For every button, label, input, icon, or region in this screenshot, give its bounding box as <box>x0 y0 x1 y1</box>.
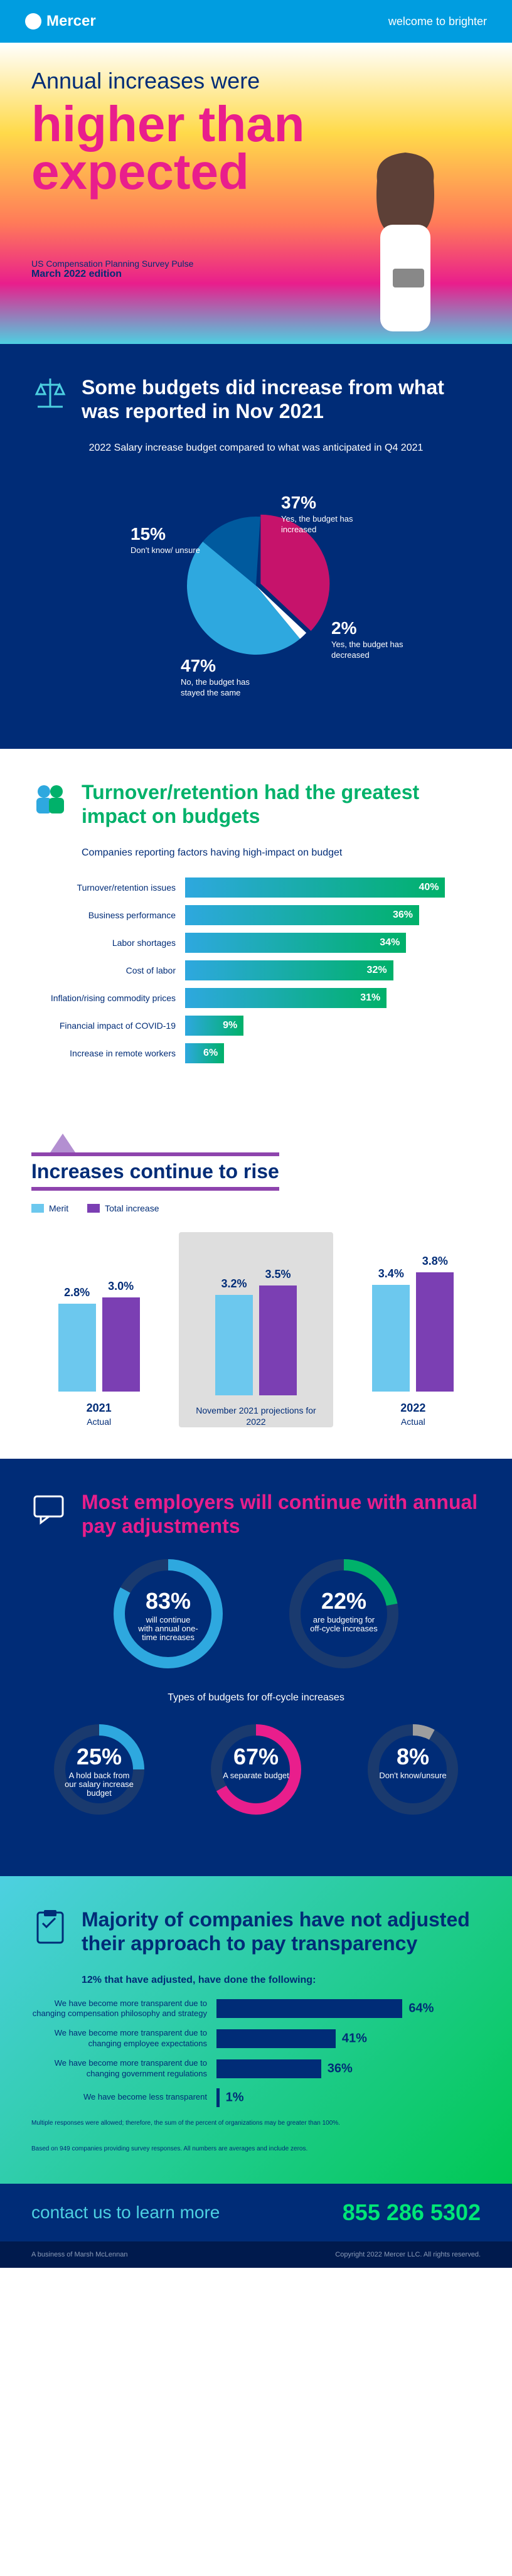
svg-text:will continue: will continue <box>146 1615 191 1624</box>
section-rise-header: Increases continue to rise MeritTotal in… <box>0 1102 512 1232</box>
sec4-subtitle2: Types of budgets for off-cycle increases <box>31 1692 481 1704</box>
people-icon <box>31 780 69 818</box>
donut: 22% are budgeting for off-cycle increase… <box>281 1557 407 1673</box>
chat-icon <box>31 1490 69 1528</box>
svg-text:A separate budget: A separate budget <box>223 1771 289 1780</box>
hbar-label: Financial impact of COVID-19 <box>31 1021 176 1031</box>
brand-name: Mercer <box>46 13 96 30</box>
merit-bar: 2.8% <box>58 1304 96 1392</box>
footer-biz: A business of Marsh McLennan <box>31 2251 127 2258</box>
merit-bar: 3.2% <box>215 1295 253 1395</box>
sec5-note: Multiple responses were allowed; therefo… <box>31 2120 481 2127</box>
svg-text:83%: 83% <box>146 1588 191 1614</box>
trans-label: We have become more transparent due to c… <box>31 2028 207 2049</box>
rise-arrow-icon <box>50 1134 75 1152</box>
hbar-fill: 31% <box>185 988 387 1008</box>
section-transparency: Majority of companies have not adjusted … <box>0 1876 512 2184</box>
svg-text:time increases: time increases <box>142 1633 195 1642</box>
donut-row-2: 25% A hold back from our salary increase… <box>31 1722 481 1820</box>
scale-icon <box>31 375 69 413</box>
svg-text:8%: 8% <box>397 1744 429 1769</box>
hbar-fill: 40% <box>185 877 445 898</box>
total-bar: 3.0% <box>102 1297 140 1392</box>
footer-cta: contact us to learn more 855 286 5302 <box>0 2184 512 2241</box>
sec5-subtitle: 12% that have adjusted, have done the fo… <box>82 1975 481 1986</box>
hero: Annual increases were higher than expect… <box>0 43 512 344</box>
cta-text: contact us to learn more <box>31 2203 220 2223</box>
hbar-label: Turnover/retention issues <box>31 883 176 893</box>
hero-person-illustration <box>324 143 487 331</box>
svg-text:our salary increase: our salary increase <box>65 1779 134 1789</box>
hbar-label: Inflation/rising commodity prices <box>31 993 176 1003</box>
footer-bottom: A business of Marsh McLennan Copyright 2… <box>0 2241 512 2268</box>
hbar-chart: Turnover/retention issues 40% Business pe… <box>31 877 481 1063</box>
bar-groups: 2.8% 3.0% 2021Actual 3.2% 3.5% November … <box>31 1232 481 1427</box>
section-turnover: Turnover/retention had the greatest impa… <box>0 749 512 1102</box>
clipboard-icon <box>31 1908 69 1945</box>
hbar-fill: 6% <box>185 1043 224 1063</box>
footer-copy: Copyright 2022 Mercer LLC. All rights re… <box>335 2251 481 2258</box>
cta-phone[interactable]: 855 286 5302 <box>343 2199 481 2226</box>
header: Mercer welcome to brighter <box>0 0 512 43</box>
sec2-subtitle: Companies reporting factors having high-… <box>82 847 481 859</box>
transparency-bars: We have become more transparent due to c… <box>31 1999 481 2107</box>
hbar-fill: 34% <box>185 933 406 953</box>
section-budgets: Some budgets did increase from what was … <box>0 344 512 749</box>
svg-text:25%: 25% <box>77 1744 122 1769</box>
svg-text:with annual one-: with annual one- <box>137 1624 198 1633</box>
sec5-base: Based on 949 companies providing survey … <box>31 2145 481 2152</box>
section-adjustments: Most employers will continue with annual… <box>0 1459 512 1876</box>
hbar-fill: 36% <box>185 905 419 925</box>
sec5-title: Majority of companies have not adjusted … <box>82 1908 481 1956</box>
total-bar: 3.5% <box>259 1285 297 1395</box>
sec4-title: Most employers will continue with annual… <box>82 1490 481 1538</box>
svg-text:budget: budget <box>87 1788 112 1798</box>
svg-text:off-cycle increases: off-cycle increases <box>310 1624 378 1633</box>
hbar-label: Increase in remote workers <box>31 1048 176 1058</box>
donut: 25% A hold back from our salary increase… <box>46 1722 152 1820</box>
tagline: welcome to brighter <box>388 15 487 28</box>
sec2-title: Turnover/retention had the greatest impa… <box>82 780 481 829</box>
donut: 8% Don't know/unsure <box>360 1722 466 1820</box>
hbar-label: Business performance <box>31 910 176 920</box>
total-bar: 3.8% <box>416 1272 454 1392</box>
legend: MeritTotal increase <box>31 1203 481 1213</box>
svg-text:Don't know/unsure: Don't know/unsure <box>379 1771 446 1780</box>
hbar-fill: 9% <box>185 1016 243 1036</box>
hbar-fill: 32% <box>185 960 393 980</box>
sec1-subtitle: 2022 Salary increase budget compared to … <box>31 443 481 454</box>
trans-fill <box>216 2088 220 2107</box>
trans-fill <box>216 2029 336 2048</box>
trans-fill <box>216 2059 321 2078</box>
sec1-title: Some budgets did increase from what was … <box>82 375 481 424</box>
hbar-label: Labor shortages <box>31 938 176 948</box>
merit-bar: 3.4% <box>372 1285 410 1392</box>
trans-fill <box>216 1999 402 2018</box>
sec3-title: Increases continue to rise <box>31 1152 279 1191</box>
donut: 83% will continue with annual one- time … <box>105 1557 231 1673</box>
svg-text:A hold back from: A hold back from <box>69 1771 130 1780</box>
donut: 67% A separate budget <box>203 1722 309 1820</box>
hero-line1: Annual increases were <box>31 68 481 94</box>
pie-chart: 37%Yes, the budget has increased2%Yes, t… <box>143 473 369 699</box>
trans-label: We have become more transparent due to c… <box>31 2058 207 2080</box>
hbar-label: Cost of labor <box>31 965 176 975</box>
trans-label: We have become more transparent due to c… <box>31 1999 207 2020</box>
logo: Mercer <box>25 13 96 30</box>
svg-text:are budgeting for: are budgeting for <box>313 1615 375 1624</box>
trans-label: We have become less transparent <box>31 2092 207 2103</box>
svg-text:22%: 22% <box>321 1588 366 1614</box>
donut-row-1: 83% will continue with annual one- time … <box>31 1557 481 1673</box>
svg-text:67%: 67% <box>233 1744 279 1769</box>
logo-icon <box>25 13 41 30</box>
